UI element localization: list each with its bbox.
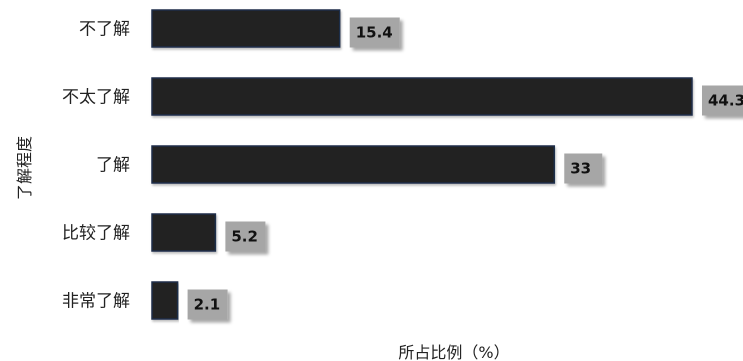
data-labels-layer: 15.4 44.3 33 5.2 2.1: [187, 17, 743, 320]
category-label: 非常了解: [62, 292, 130, 312]
category-label: 不了解: [79, 20, 130, 40]
bar-4: [151, 213, 217, 252]
data-label: 2.1: [187, 289, 228, 320]
x-axis-title: 所占比例（%）: [398, 343, 509, 361]
category-label: 不太了解: [62, 88, 130, 108]
data-label-box: [225, 221, 266, 252]
data-label: 15.4: [349, 17, 400, 48]
data-label-text: 44.3: [708, 92, 743, 110]
y-axis-title: 了解程度: [15, 136, 34, 200]
bars-layer: [151, 9, 693, 320]
data-label: 33: [564, 153, 603, 184]
bar-2: [151, 77, 693, 116]
data-label-box: [702, 85, 743, 116]
data-label-text: 2.1: [194, 296, 221, 314]
data-label: 44.3: [702, 85, 743, 116]
data-label-text: 5.2: [231, 228, 258, 246]
data-label-box: [564, 153, 603, 184]
bar-3: [151, 145, 556, 184]
category-label: 了解: [96, 156, 130, 176]
data-label-text: 15.4: [356, 24, 393, 42]
bar-5: [151, 281, 179, 320]
data-label-text: 33: [570, 160, 591, 178]
category-label: 比较了解: [62, 224, 130, 244]
bar-1: [151, 9, 341, 48]
data-label: 5.2: [225, 221, 266, 252]
data-label-box: [187, 289, 228, 320]
data-label-box: [349, 17, 400, 48]
